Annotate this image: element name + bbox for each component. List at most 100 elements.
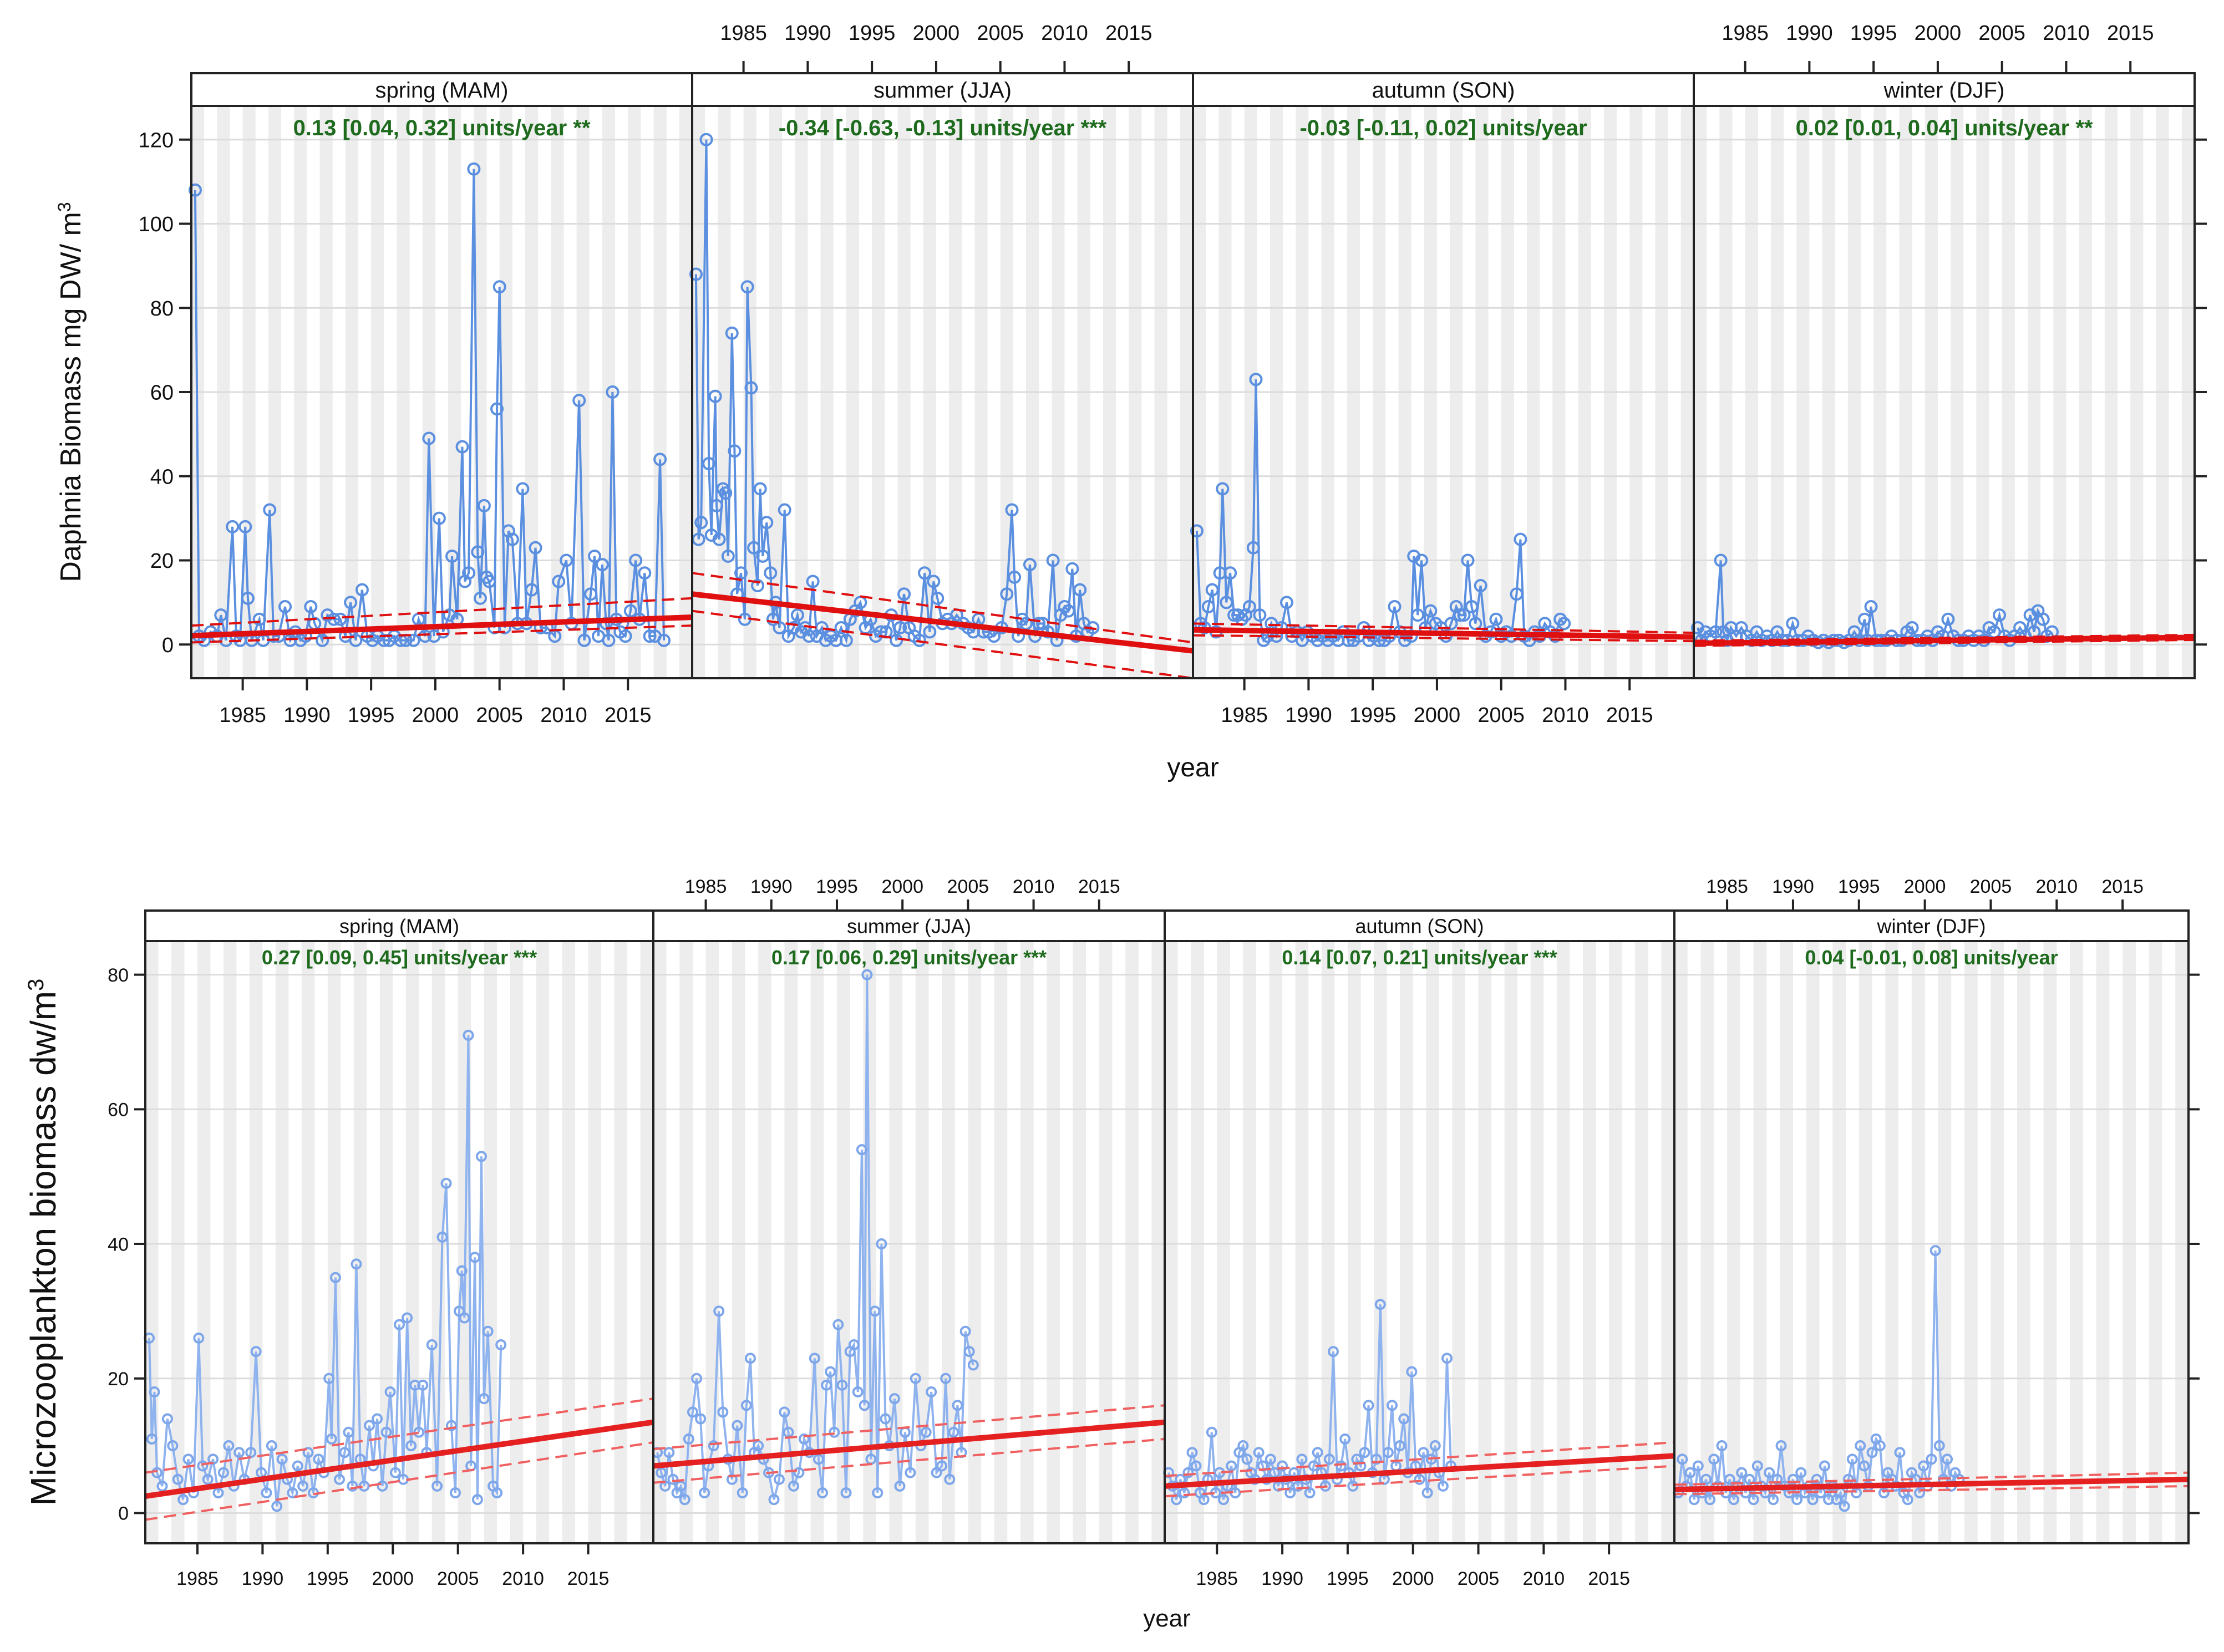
data-point	[912, 633, 926, 647]
panel-strip	[144, 909, 654, 942]
data-point	[663, 1447, 675, 1458]
trend-annotation: 0.27 [0.09, 0.45] units/year ***	[262, 946, 537, 969]
data-point	[492, 280, 506, 294]
y-tick-label: 100	[139, 213, 174, 236]
data-point	[212, 1487, 224, 1498]
data-point	[1429, 1440, 1441, 1452]
year-stripe	[732, 941, 745, 1543]
data-point	[1424, 604, 1438, 618]
data-point	[948, 1426, 959, 1438]
year-stripe	[758, 941, 771, 1543]
data-point	[1736, 1467, 1748, 1478]
x-tick-label: 2015	[605, 704, 652, 727]
year-stripe	[889, 941, 903, 1543]
data-point	[261, 1487, 272, 1498]
data-point	[394, 1319, 405, 1330]
data-point	[848, 1339, 860, 1351]
data-point	[963, 1346, 975, 1358]
data-point	[1046, 553, 1060, 567]
y-tick-label: 80	[150, 297, 174, 321]
data-point	[1296, 1453, 1308, 1465]
data-point	[577, 633, 591, 647]
data-point	[1304, 1487, 1316, 1498]
data-point	[802, 629, 816, 643]
data-point	[926, 1386, 937, 1397]
x-tick-label: 2015	[1078, 876, 1120, 897]
year-stripe	[1727, 941, 1740, 1543]
x-tick-label: 1990	[1772, 876, 1814, 897]
x-tick-label: 2015	[2101, 876, 2144, 897]
year-stripe	[2149, 941, 2162, 1543]
data-point	[1930, 1245, 1941, 1257]
year-stripe	[431, 941, 445, 1543]
data-point	[347, 1480, 358, 1492]
x-tick-label: 2000	[1915, 22, 1962, 45]
data-point	[1461, 553, 1475, 567]
year-stripe	[1806, 941, 1820, 1543]
data-point	[740, 1400, 752, 1411]
data-point	[1764, 1467, 1775, 1478]
x-tick-label: 1985	[1706, 876, 1748, 897]
x-tick-label: 1990	[242, 1568, 284, 1589]
data-point	[861, 969, 873, 980]
data-point	[1223, 566, 1237, 580]
data-point	[463, 1029, 474, 1041]
data-point	[1677, 1453, 1688, 1465]
y-axis-title: Daphnia Biomass mg DW/ m3	[54, 202, 87, 582]
data-point	[834, 621, 848, 634]
microzooplankton-chart: spring (MAM) 0.27 [0.09, 0.45] units/year…	[23, 876, 2200, 1632]
data-point	[687, 1406, 698, 1418]
data-point	[276, 1453, 288, 1465]
trend-line	[1192, 627, 1694, 640]
data-point	[1748, 1494, 1759, 1506]
data-point	[1019, 617, 1033, 631]
data-point	[1253, 1447, 1265, 1458]
year-stripe	[1556, 941, 1570, 1543]
ci-upper-line	[692, 572, 1194, 644]
data-point	[779, 1406, 790, 1418]
x-tick-label: 1990	[750, 876, 793, 897]
data-point	[1265, 1453, 1276, 1465]
data-point	[1312, 1447, 1323, 1458]
ci-lower-line	[1164, 1465, 1675, 1498]
data-point	[250, 1346, 262, 1358]
y-tick-label: 20	[108, 1369, 129, 1390]
data-point	[1905, 621, 1919, 634]
data-point	[351, 1258, 362, 1270]
year-stripe	[1347, 941, 1361, 1543]
data-point	[1242, 600, 1256, 613]
data-point	[529, 541, 542, 555]
data-point	[146, 1433, 158, 1445]
data-point	[813, 1453, 824, 1465]
data-point	[768, 1494, 780, 1506]
data-point	[1382, 1447, 1394, 1458]
x-tick-label: 1995	[307, 1568, 349, 1589]
data-point	[1744, 1473, 1755, 1485]
data-point	[1786, 617, 1800, 631]
data-point	[372, 1413, 383, 1425]
data-point	[691, 1373, 703, 1384]
data-point	[313, 1453, 324, 1465]
data-point	[316, 633, 329, 647]
data-point	[1692, 1460, 1704, 1472]
data-point	[1839, 1501, 1850, 1512]
data-point	[1249, 373, 1263, 387]
year-stripe	[1243, 941, 1256, 1543]
data-point	[333, 612, 347, 626]
data-point	[304, 600, 318, 613]
panel-strip	[190, 72, 693, 107]
data-point	[355, 583, 369, 597]
y-tick-label: 0	[118, 1503, 129, 1524]
year-stripe	[197, 941, 211, 1543]
data-point	[1008, 570, 1022, 584]
data-point	[643, 629, 657, 643]
x-tick-label: 1995	[1349, 704, 1397, 727]
data-point	[1355, 1460, 1367, 1472]
data-point	[177, 1494, 189, 1506]
data-point	[1277, 1460, 1288, 1472]
data-point	[702, 457, 716, 470]
daphnia-chart: spring (MAM) 0.13 [0.04, 0.32] units/year…	[54, 22, 2207, 782]
data-point	[839, 633, 853, 647]
data-point	[1684, 1467, 1696, 1478]
data-point	[445, 549, 459, 563]
